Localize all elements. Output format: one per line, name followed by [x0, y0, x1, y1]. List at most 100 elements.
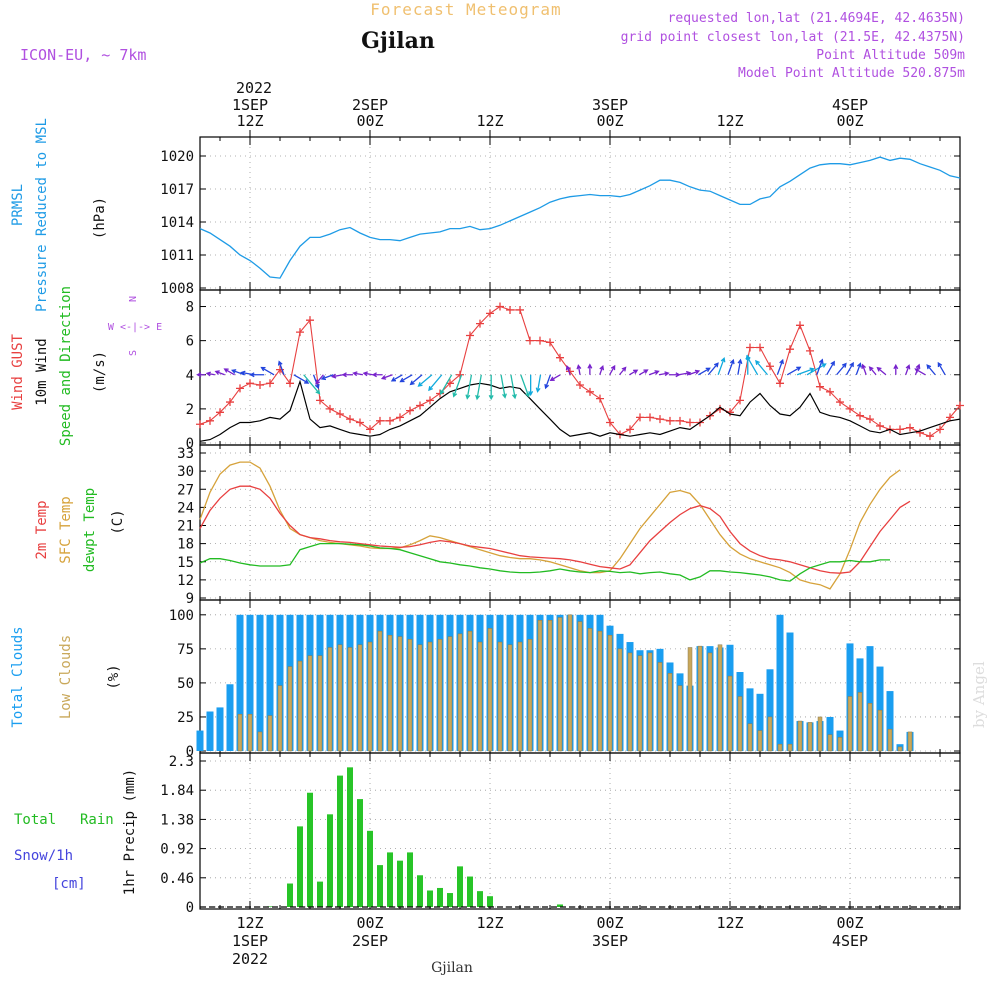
wind-gust-marker	[906, 423, 914, 432]
wind-direction-arrow	[707, 362, 719, 376]
top-time-label: 12Z	[716, 112, 743, 130]
total-clouds-bar	[246, 614, 254, 751]
low-clouds-bar	[907, 731, 913, 752]
wind-direction-arrow	[341, 372, 354, 378]
pressure-ylabel-1: PRMSL	[10, 184, 26, 226]
total-clouds-bar	[256, 614, 264, 751]
total-clouds-bar	[766, 669, 774, 751]
wind-direction-arrow	[223, 368, 235, 376]
low-clouds-bar	[517, 641, 523, 752]
wind-direction-arrow	[796, 367, 815, 376]
total-clouds-bar	[776, 614, 784, 751]
panel-frame-temperature	[199, 444, 961, 601]
ytick-label-clouds: 0	[186, 744, 194, 760]
direction-key-we: W <-|-> E	[108, 322, 162, 333]
wind-direction-arrow	[475, 374, 482, 401]
wind-gust-marker	[476, 319, 484, 328]
wind-gust-marker	[436, 389, 444, 398]
low-clouds-bar	[747, 723, 753, 752]
wind-gust-marker	[636, 413, 644, 422]
low-clouds-bar	[717, 644, 723, 752]
wind-direction-arrow	[510, 374, 517, 400]
low-clouds-bar	[807, 722, 813, 752]
wind-direction-arrow	[678, 370, 692, 376]
wind-direction-arrow	[806, 363, 827, 376]
ytick-label-pressure: 1017	[160, 182, 194, 198]
wind-direction-arrow	[755, 359, 768, 376]
rain-bar	[417, 875, 423, 907]
ytick-label-clouds: 75	[177, 642, 194, 658]
total-clouds-bar	[826, 716, 834, 751]
panel-frame-pressure	[199, 136, 961, 291]
low-clouds-bar	[797, 720, 803, 752]
wind-direction-arrow	[836, 362, 847, 376]
rain-bar	[297, 826, 303, 907]
wind-direction-arrow	[544, 374, 552, 390]
wind-direction-arrow	[914, 368, 926, 376]
wind-direction-arrow	[648, 370, 660, 376]
wind-direction-arrow	[260, 366, 275, 376]
wind-gust-marker	[226, 398, 234, 407]
low-clouds-bar	[677, 685, 683, 752]
forecast-meteogram-title: Forecast Meteogram	[370, 0, 561, 19]
low-clouds-bar	[497, 641, 503, 752]
low-clouds-bar	[647, 652, 653, 752]
low-clouds-bar	[557, 617, 563, 752]
low-clouds-bar	[367, 641, 373, 752]
low-clouds-bar	[247, 713, 253, 752]
wind-gust-marker	[216, 408, 224, 417]
low-clouds-bar	[337, 644, 343, 752]
low-clouds-bar	[847, 696, 853, 752]
wind-direction-arrow	[196, 372, 205, 378]
temp-dewpt-ylabel: dewpt Temp	[82, 488, 98, 572]
low-clouds-bar	[817, 716, 823, 752]
rain-bar	[357, 799, 363, 907]
total-clouds-bar	[786, 632, 794, 751]
ytick-label-pressure: 1020	[160, 149, 194, 165]
low-clouds-bar	[377, 630, 383, 752]
wind-gust-marker	[686, 418, 694, 427]
dewpt-temp-line	[199, 542, 890, 582]
ytick-label-temperature: 12	[177, 573, 194, 589]
wind-direction-arrow	[352, 371, 364, 377]
wind-speed-dir-ylabel: Speed and Direction	[58, 286, 74, 446]
low-clouds-bar	[667, 673, 673, 752]
wind-direction-arrow	[465, 374, 473, 400]
wind-gust-marker	[396, 413, 404, 422]
ytick-label-pressure: 1011	[160, 248, 194, 264]
wind-gust-marker	[196, 420, 204, 429]
pressure-ylabel-2: Pressure Reduced to MSL	[34, 118, 50, 312]
low-clouds-bar	[727, 675, 733, 752]
wind-direction-arrow	[399, 374, 413, 383]
low-clouds-bar	[767, 716, 773, 752]
wind-gust-marker	[316, 396, 324, 405]
low-clouds-bar	[567, 614, 573, 752]
low-clouds-bar	[617, 648, 623, 752]
wind-gust-marker	[596, 394, 604, 403]
top-time-label: 00Z	[596, 112, 623, 130]
rain-bar	[457, 866, 463, 907]
wind-direction-arrow	[315, 374, 324, 385]
total-clouds-bar	[756, 693, 764, 751]
wind-gust-marker	[376, 416, 384, 425]
wind-direction-arrow	[861, 363, 867, 375]
wind-direction-arrow	[638, 369, 649, 376]
low-clouds-bar	[407, 639, 413, 752]
wind-direction-arrow	[440, 374, 453, 395]
wind-direction-arrow	[845, 361, 854, 376]
wind-gust-marker	[676, 416, 684, 425]
credit-watermark: by Angel	[970, 661, 988, 728]
ytick-label-temperature: 27	[177, 482, 194, 498]
bottom-time-label: 2SEP	[352, 932, 388, 950]
wind-direction-arrow	[816, 358, 824, 375]
low-clouds-bar	[457, 633, 463, 752]
low-clouds-bar	[537, 620, 543, 752]
top-time-label: 1SEP	[232, 96, 268, 114]
wind-gust-marker	[556, 353, 564, 362]
wind-gust-marker	[506, 305, 514, 314]
low-clouds-bar	[477, 641, 483, 752]
wind-direction-arrow	[428, 374, 443, 392]
wind-gust-marker	[356, 418, 364, 427]
wind-gust-marker	[646, 413, 654, 422]
low-clouds-bar	[697, 645, 703, 752]
